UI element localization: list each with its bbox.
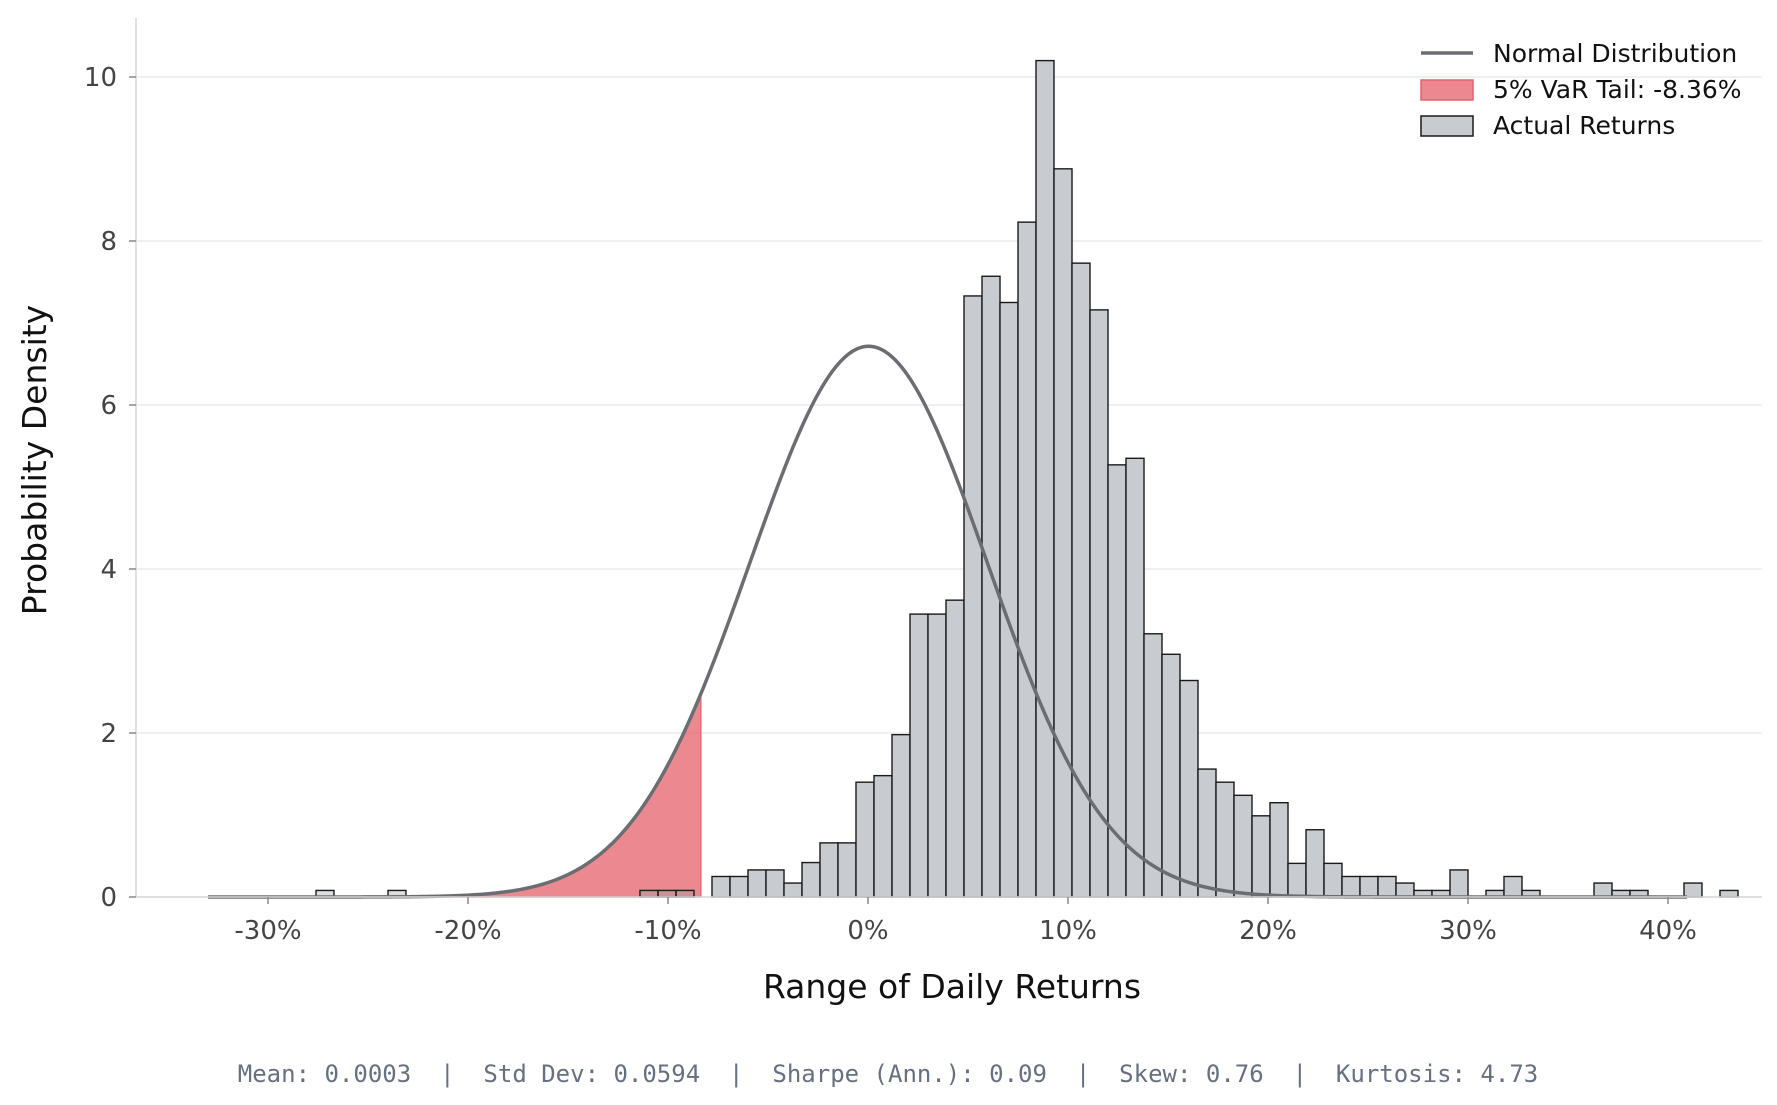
x-tick-label: 40% xyxy=(1639,916,1697,946)
x-tick-label: 30% xyxy=(1439,916,1497,946)
histogram-bar xyxy=(1089,309,1109,898)
histogram-bar xyxy=(1251,815,1271,898)
histogram-bars xyxy=(315,59,1739,898)
histogram-bar xyxy=(783,882,803,898)
histogram-bar xyxy=(873,774,893,898)
histogram-bar xyxy=(1593,882,1613,898)
histogram-bar xyxy=(1035,59,1055,898)
histogram-bar xyxy=(1017,221,1037,898)
histogram-bar xyxy=(1287,862,1307,898)
histogram-bar xyxy=(801,861,821,898)
histogram-bar xyxy=(963,295,983,898)
y-tick-labels: 0 2 4 6 8 10 xyxy=(84,63,136,913)
axes xyxy=(135,18,1762,898)
histogram-bar xyxy=(819,842,839,898)
histogram-bar xyxy=(1143,633,1163,898)
y-tick-label: 0 xyxy=(100,883,117,913)
legend-label-normal-distribution: Normal Distribution xyxy=(1493,39,1737,68)
histogram-bar xyxy=(837,842,857,898)
histogram-bar xyxy=(1719,889,1739,898)
x-tick-label: -10% xyxy=(634,916,701,946)
histogram-bar xyxy=(1179,679,1199,898)
x-axis-label: Range of Daily Returns xyxy=(763,967,1141,1006)
x-tick-label: -20% xyxy=(434,916,501,946)
histogram-bar xyxy=(1125,457,1145,898)
x-tick-label: -30% xyxy=(234,916,301,946)
histogram-bar xyxy=(657,889,677,898)
histogram-bar xyxy=(765,869,785,898)
x-tick-label: 10% xyxy=(1039,916,1097,946)
legend-label-actual-returns: Actual Returns xyxy=(1493,111,1675,140)
histogram-bar xyxy=(729,875,749,898)
histogram-bar xyxy=(927,613,947,898)
histogram-bar xyxy=(1683,882,1703,898)
histogram-bar xyxy=(747,869,767,898)
histogram-bar xyxy=(1503,875,1523,898)
x-tick-label: 0% xyxy=(847,916,888,946)
histogram-bar xyxy=(1107,464,1127,898)
histogram-bar xyxy=(1341,875,1361,898)
var-tail-area xyxy=(208,693,702,898)
histogram-bar xyxy=(1395,882,1415,898)
y-tick-label: 4 xyxy=(100,555,117,585)
legend-label-var-tail: 5% VaR Tail: -8.36% xyxy=(1493,75,1742,104)
histogram-bar xyxy=(1377,875,1397,898)
histogram-bar xyxy=(1359,875,1379,898)
x-tick-labels: -30% -20% -10% 0% 10% 20% 30% 40% xyxy=(234,897,1697,946)
y-tick-label: 8 xyxy=(100,227,117,257)
histogram-bar xyxy=(1071,262,1091,898)
histogram-bar xyxy=(855,781,875,898)
legend-swatch-var-tail xyxy=(1420,79,1474,101)
histogram-bar xyxy=(909,613,929,898)
legend-swatch-actual-returns xyxy=(1420,115,1474,137)
y-axis-label: Probability Density xyxy=(15,305,54,615)
histogram-bar xyxy=(1269,802,1289,898)
histogram-bar xyxy=(1215,781,1235,898)
y-tick-label: 2 xyxy=(100,719,117,749)
y-tick-label: 6 xyxy=(100,391,117,421)
legend: Normal Distribution 5% VaR Tail: -8.36% … xyxy=(1420,39,1742,140)
histogram-bar xyxy=(1449,869,1469,898)
histogram-bar xyxy=(1323,862,1343,898)
x-tick-label: 20% xyxy=(1239,916,1297,946)
histogram-bar xyxy=(945,599,965,898)
summary-statistics: Mean: 0.0003 | Std Dev: 0.0594 | Sharpe … xyxy=(238,1060,1538,1088)
histogram-bar xyxy=(891,733,911,898)
grid-lines xyxy=(136,76,1762,734)
histogram-bar xyxy=(675,889,695,898)
histogram-bar xyxy=(999,301,1019,898)
histogram-bar xyxy=(711,875,731,898)
histogram-bar xyxy=(1053,168,1073,898)
histogram-bar xyxy=(1233,794,1253,898)
var-tail-area-group xyxy=(208,693,702,898)
histogram-bar xyxy=(1161,653,1181,898)
histogram-bar xyxy=(1197,768,1217,898)
y-tick-label: 10 xyxy=(84,63,117,93)
histogram-bar xyxy=(1305,829,1325,898)
histogram-bar xyxy=(639,889,659,898)
